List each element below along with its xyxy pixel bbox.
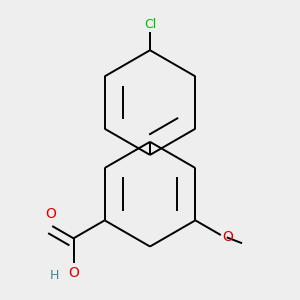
Text: Cl: Cl: [144, 18, 156, 31]
Text: O: O: [223, 230, 233, 244]
Text: H: H: [50, 269, 59, 282]
Text: O: O: [68, 266, 79, 280]
Text: O: O: [45, 207, 56, 221]
